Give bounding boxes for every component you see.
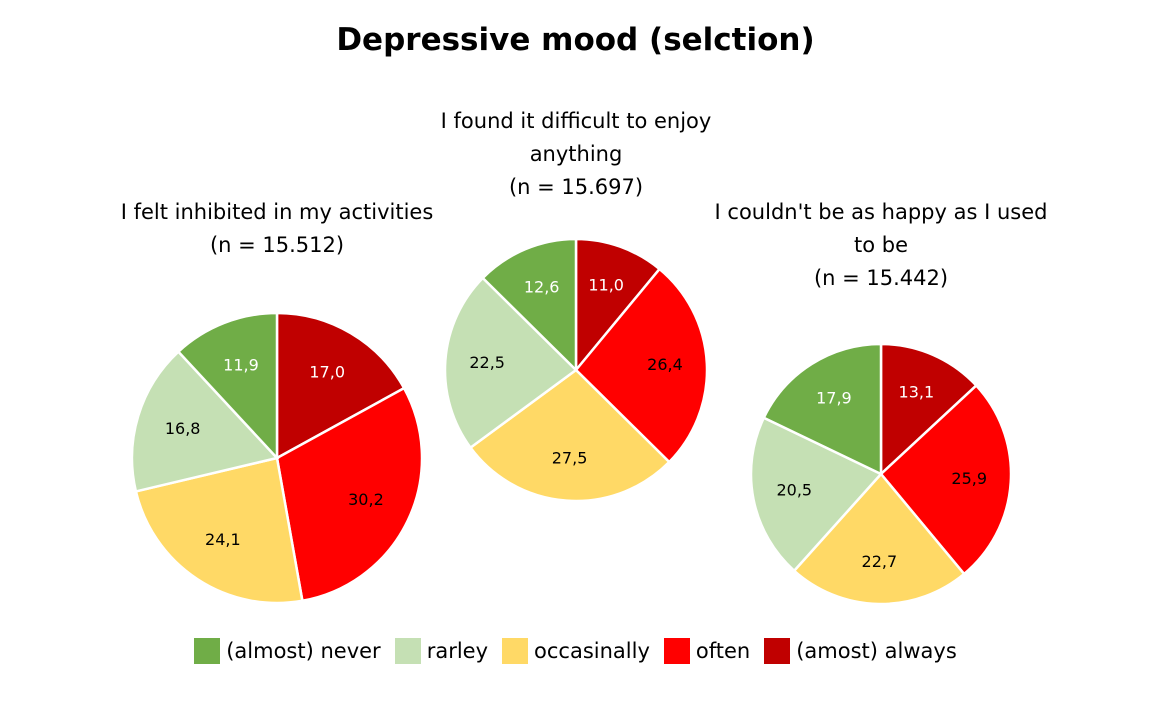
legend-item-rarely: rarley xyxy=(394,638,489,664)
pie-slice xyxy=(792,472,966,606)
pie-slice xyxy=(134,456,304,605)
slice-label: 13,1 xyxy=(899,382,935,401)
slice-label: 11,9 xyxy=(223,356,259,375)
pie-title-happy: I couldn't be as happy as I used to be (… xyxy=(681,196,1081,295)
legend-item-always: (amost) always xyxy=(764,638,957,664)
pie-title-line: I felt inhibited in my activities xyxy=(120,200,434,224)
legend-item-never: (almost) never xyxy=(194,638,381,664)
pie-slice xyxy=(574,267,709,464)
slice-label: 11,0 xyxy=(588,276,624,295)
pie-slice xyxy=(468,368,671,503)
pie-title-line: I found it difficult to enjoy xyxy=(440,109,712,133)
pie-slice xyxy=(879,342,979,477)
pie-slice xyxy=(879,383,1013,576)
legend-swatch xyxy=(194,638,221,664)
pie-title-n: (n = 15.512) xyxy=(209,233,345,257)
slice-label: 26,4 xyxy=(647,355,683,374)
pie-title-n: (n = 15.697) xyxy=(508,175,644,199)
pie-slice xyxy=(749,416,884,573)
pie-slice xyxy=(574,237,662,374)
slice-label: 27,5 xyxy=(552,448,588,467)
pie-title-line: to be xyxy=(853,233,908,257)
pie-slice xyxy=(762,342,883,476)
legend-label: rarley xyxy=(426,639,489,663)
slice-label: 17,9 xyxy=(816,389,852,408)
legend-label: (amost) always xyxy=(796,639,957,663)
slice-label: 30,2 xyxy=(348,490,384,509)
pie-slice xyxy=(176,311,279,462)
slice-label: 17,0 xyxy=(309,363,345,382)
pie-title-line: anything xyxy=(529,142,623,166)
slice-label: 20,5 xyxy=(776,481,812,500)
chart-title: Depressive mood (selction) xyxy=(336,22,815,58)
legend-label: (almost) never xyxy=(226,639,381,663)
legend-item-occasionally: occasinally xyxy=(502,638,650,664)
pie-title-inhibited: I felt inhibited in my activities (n = 1… xyxy=(77,196,477,262)
legend: (almost) never rarley occasinally often … xyxy=(0,638,1151,664)
legend-swatch xyxy=(663,638,690,664)
slice-label: 24,1 xyxy=(205,530,241,549)
slice-label: 16,8 xyxy=(165,419,201,438)
pie-slice xyxy=(275,311,406,461)
pie-title-n: (n = 15.442) xyxy=(813,266,949,290)
pie-slice xyxy=(481,237,578,373)
pie-slice xyxy=(130,349,280,493)
slice-label: 22,7 xyxy=(862,552,898,571)
slice-label: 25,9 xyxy=(951,469,987,488)
slice-label: 22,5 xyxy=(469,353,505,372)
legend-swatch xyxy=(502,638,529,664)
pie-slice xyxy=(275,386,424,603)
legend-label: often xyxy=(695,639,751,663)
pie-slice xyxy=(443,276,578,450)
pie-title-line: I couldn't be as happy as I used xyxy=(714,200,1048,224)
legend-swatch xyxy=(394,638,421,664)
slice-label: 12,6 xyxy=(524,277,560,296)
pie-title-enjoy: I found it difficult to enjoy anything (… xyxy=(376,105,776,204)
legend-swatch xyxy=(764,638,791,664)
legend-label: occasinally xyxy=(534,639,650,663)
legend-item-often: often xyxy=(663,638,751,664)
